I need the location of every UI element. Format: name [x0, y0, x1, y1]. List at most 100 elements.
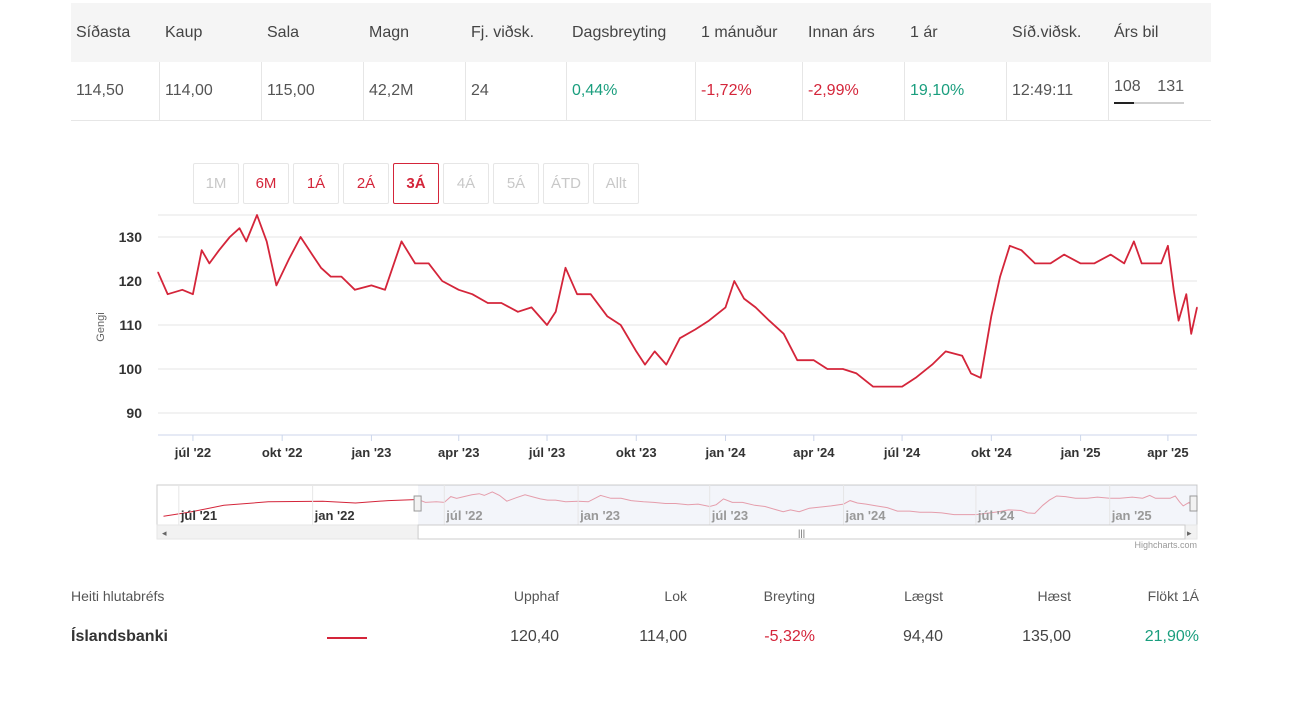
data-point [201, 249, 203, 251]
data-point [842, 368, 844, 370]
data-point [1110, 254, 1112, 256]
value-volume: 42,2M [364, 62, 466, 120]
data-point [1190, 333, 1192, 335]
data-point [665, 364, 667, 366]
summary-start: 120,40 [510, 628, 559, 645]
data-point [530, 306, 533, 308]
data-point [1185, 293, 1187, 295]
summary-header-change: Breyting [763, 588, 815, 604]
data-point [1079, 262, 1082, 264]
data-point [517, 311, 519, 313]
y-tick-label: 120 [119, 273, 143, 289]
data-point [796, 359, 798, 361]
data-point [855, 372, 858, 374]
data-point [890, 386, 893, 388]
data-point [1173, 289, 1175, 291]
range-button-4[interactable]: 3Á [393, 163, 439, 204]
range-button-8: Allt [593, 163, 639, 204]
x-tick-label: okt '24 [971, 445, 1012, 460]
data-point [1133, 240, 1135, 242]
summary-header-low: Lægst [904, 588, 943, 604]
data-point [826, 368, 828, 370]
range-button-3[interactable]: 2Á [343, 163, 389, 204]
range-button-1[interactable]: 6M [243, 163, 289, 204]
value-bid: 114,00 [160, 62, 262, 120]
data-point [754, 306, 757, 308]
data-point [564, 267, 567, 269]
x-tick-label: okt '23 [616, 445, 657, 460]
data-point [1034, 262, 1036, 264]
y-tick-label: 130 [119, 229, 143, 245]
data-point [157, 271, 159, 273]
data-point [546, 324, 548, 326]
data-point [238, 227, 241, 229]
navigator-tick-label: júl '22 [445, 508, 482, 523]
navigator-series-history [163, 499, 419, 517]
quote-values-row: 114,50 114,00 115,00 42,2M 24 0,44% -1,7… [71, 62, 1211, 121]
data-point [208, 262, 211, 264]
data-point [1093, 262, 1095, 264]
summary-end: 114,00 [639, 628, 687, 645]
data-point [872, 386, 874, 388]
data-point [311, 254, 313, 256]
range-button-2[interactable]: 1Á [293, 163, 339, 204]
x-tick-label: júl '24 [883, 445, 921, 460]
data-point [620, 324, 622, 326]
x-tick-label: apr '25 [1147, 445, 1188, 460]
data-point [1123, 262, 1125, 264]
x-tick-label: apr '23 [438, 445, 479, 460]
x-tick-label: okt '22 [262, 445, 303, 460]
header-volume: Magn [369, 23, 410, 41]
data-point [644, 364, 646, 366]
x-tick-label: júl '23 [528, 445, 565, 460]
data-point [733, 280, 735, 282]
price-chart: 90 100 110 120 130 Gengi júl '22 okt '22 jan '23… [95, 214, 1198, 540]
data-point [876, 386, 878, 388]
highcharts-credits[interactable]: Highcharts.com [1134, 540, 1197, 550]
y-axis-title: Gengi [95, 312, 107, 341]
data-point [1167, 245, 1169, 247]
navigator-series [417, 491, 1198, 516]
header-last-trade: Síð.viðsk. [1012, 23, 1082, 41]
data-point [1009, 245, 1011, 247]
header-1-month: 1 mánuður [701, 23, 778, 41]
data-point [458, 289, 460, 291]
range-button-0: 1M [193, 163, 239, 204]
data-point [724, 306, 727, 308]
header-year-range: Árs bil [1114, 23, 1159, 41]
value-ask: 115,00 [262, 62, 364, 120]
scrollbar-grip-icon: ||| [798, 528, 805, 538]
data-point [192, 293, 194, 295]
navigator-frame [156, 484, 1198, 526]
summary-stock-name: Íslandsbanki [71, 628, 168, 645]
value-year-range: 108 131 [1109, 62, 1211, 120]
value-last-trade: 12:49:11 [1007, 62, 1109, 120]
data-point [708, 320, 710, 322]
range-selector: 1M 6M 1Á 2Á 3Á 4Á 5Á ÁTD Allt [193, 163, 643, 204]
data-point [970, 372, 972, 374]
data-point [256, 214, 258, 216]
data-point [370, 284, 373, 286]
data-point [400, 240, 403, 242]
data-point [961, 355, 963, 357]
scrollbar-thumb [417, 524, 1186, 540]
data-point [354, 289, 356, 291]
summary-header-name: Heiti hlutabréfs [71, 588, 165, 604]
data-point [330, 276, 332, 278]
year-range-bar [1114, 102, 1184, 104]
data-point [487, 302, 489, 304]
x-tick-label: júl '22 [174, 445, 211, 460]
data-point [1177, 320, 1180, 322]
data-point [1020, 249, 1023, 251]
value-1-year: 19,10% [905, 62, 1007, 120]
x-tick-label: jan '24 [705, 445, 747, 460]
header-ask: Sala [267, 23, 300, 41]
value-day-change: 0,44% [567, 62, 696, 120]
navigator-tick-label: júl '21 [180, 508, 217, 523]
data-point [1049, 262, 1052, 264]
header-last: Síðasta [76, 23, 131, 41]
data-point [901, 386, 903, 388]
data-point [635, 350, 637, 352]
data-point [999, 276, 1001, 278]
data-point [1196, 306, 1198, 308]
